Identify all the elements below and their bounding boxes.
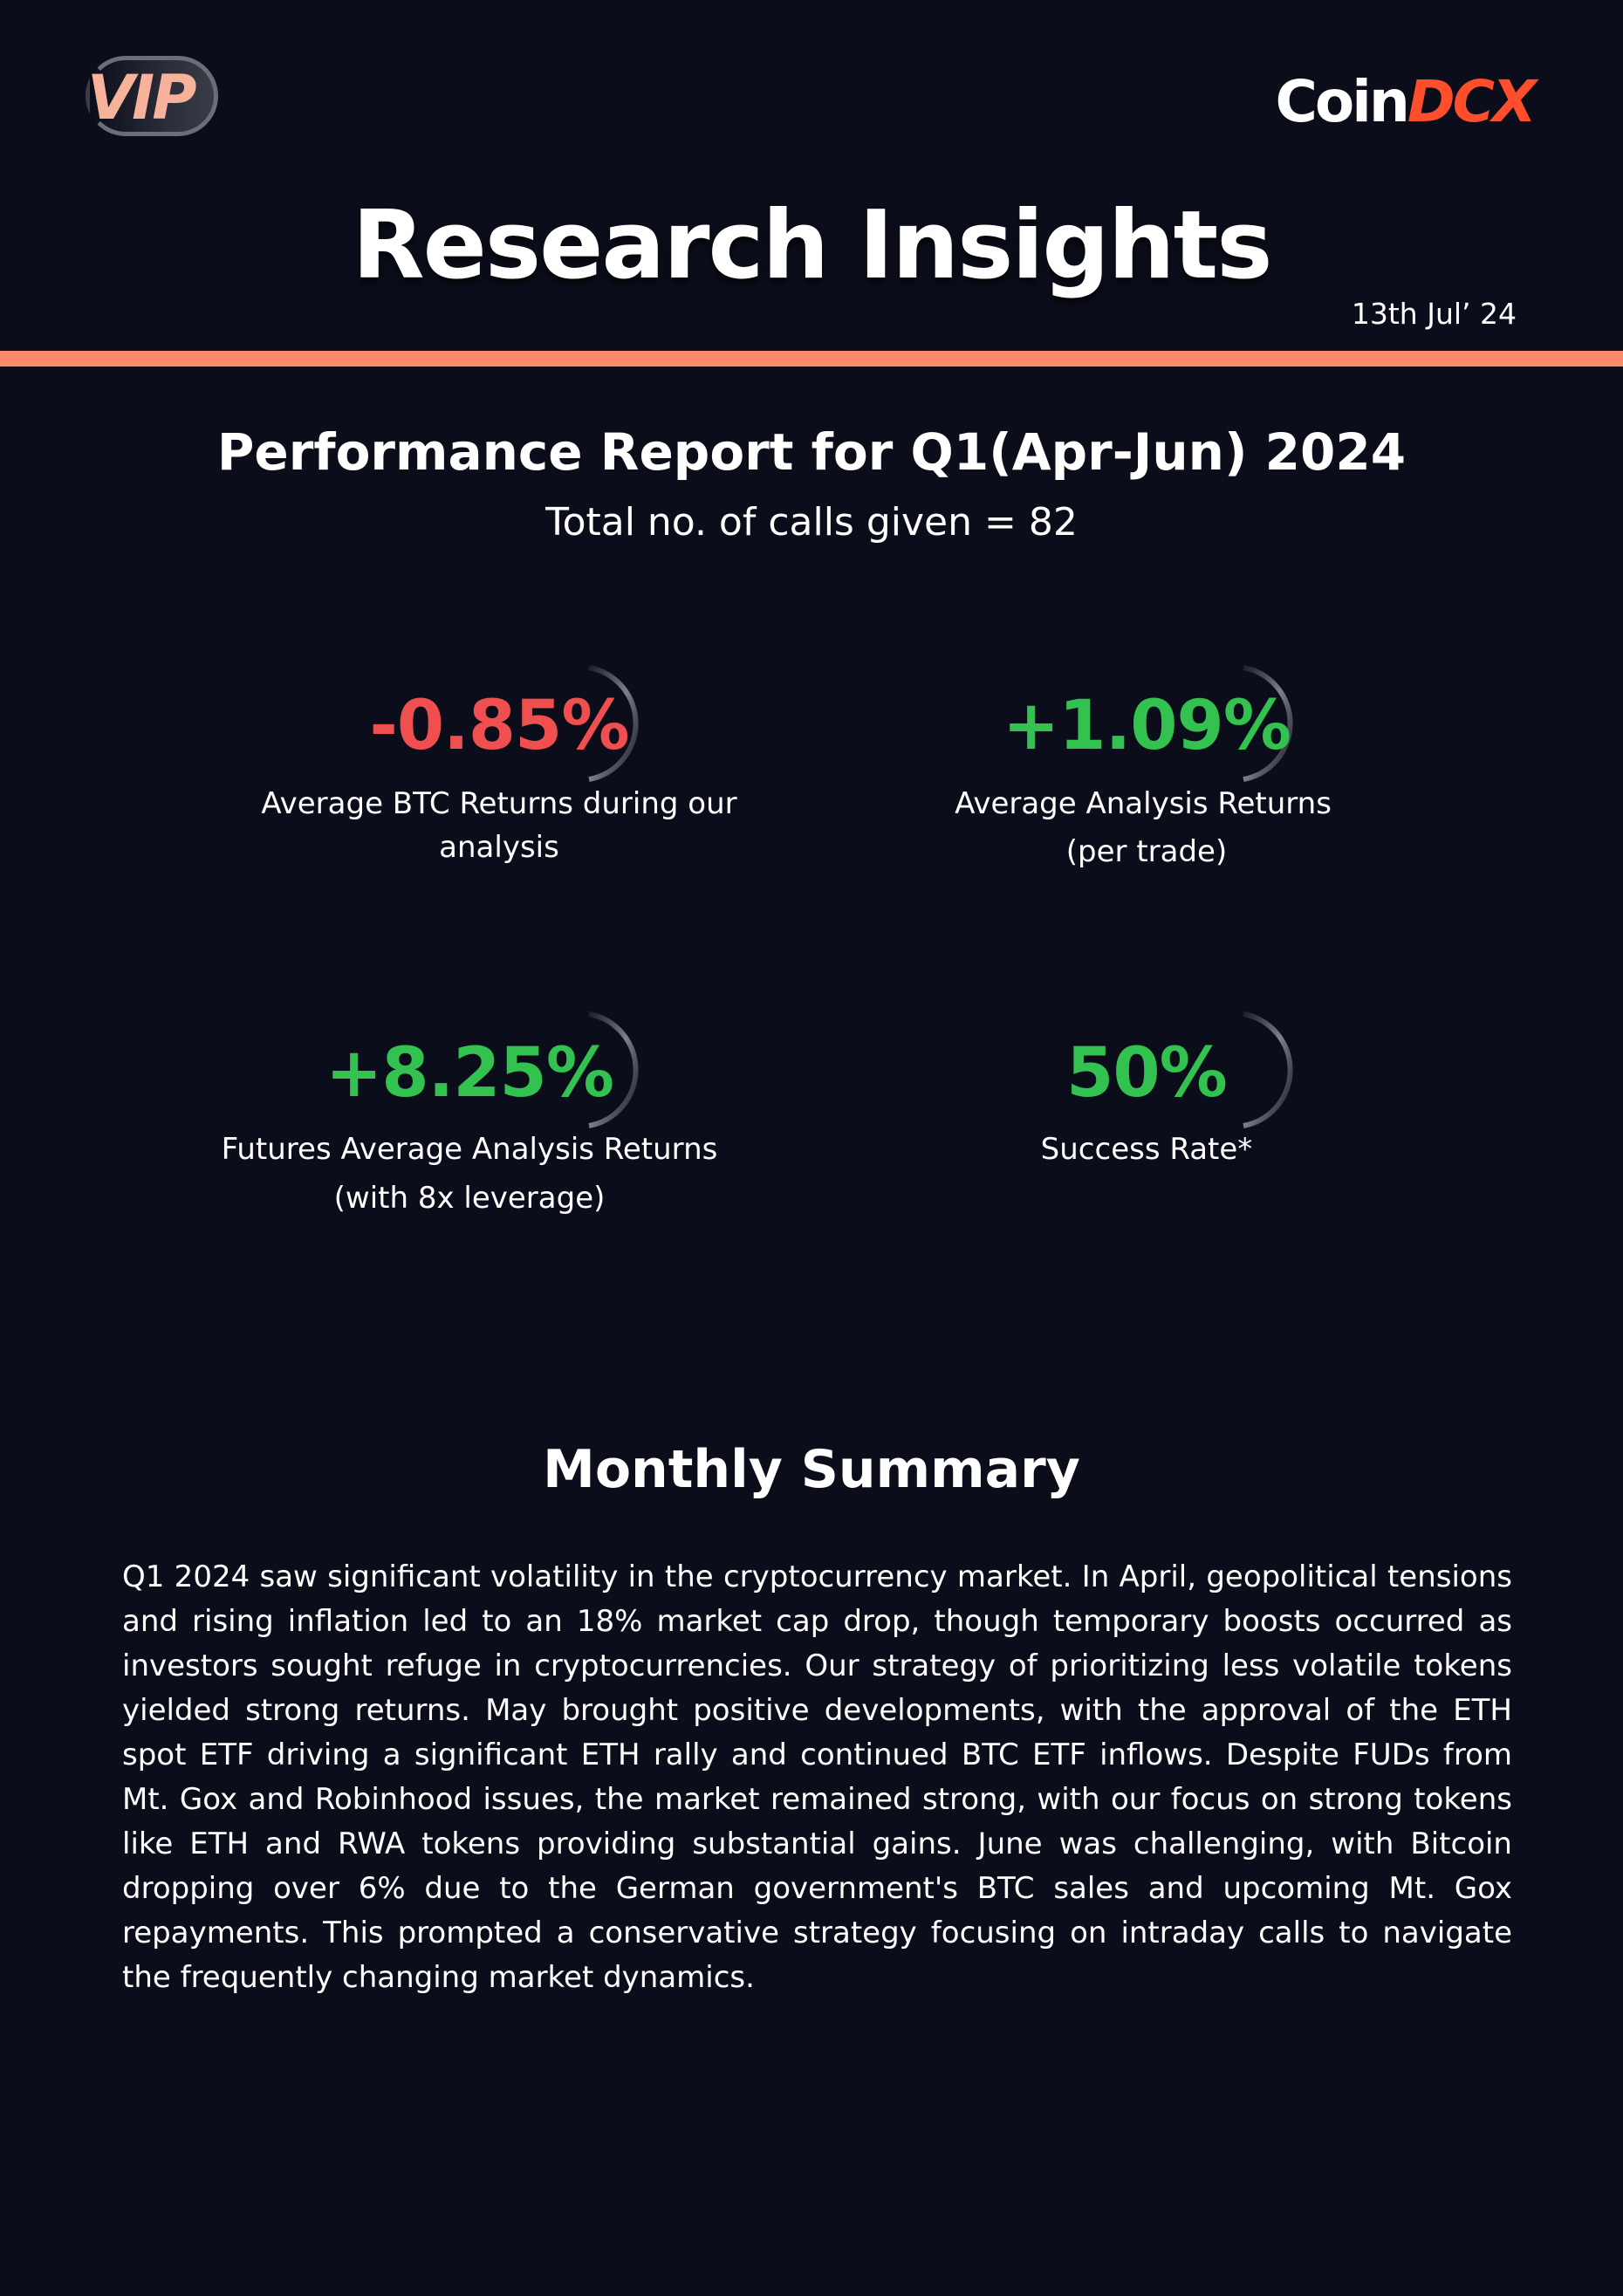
- arc-decoration-icon: [588, 665, 639, 782]
- stat-label-futures-returns-line1: Futures Average Analysis Returns: [221, 1132, 718, 1167]
- report-date: 13th Jul’ 24: [1351, 297, 1517, 331]
- report-title: Performance Report for Q1(Apr-Jun) 2024: [216, 422, 1407, 482]
- coindcx-logo: CoinDCX: [1275, 63, 1537, 141]
- arc-decoration-icon: [1243, 1011, 1293, 1128]
- stat-value-analysis-returns: +1.09%: [1003, 687, 1291, 765]
- vip-badge-label: VIP: [87, 62, 197, 134]
- stat-label-analysis-returns-line1: Average Analysis Returns: [955, 786, 1332, 821]
- calls-total: Total no. of calls given = 82: [545, 500, 1078, 545]
- header-divider: [0, 351, 1623, 367]
- stat-label-btc-returns-line2: analysis: [439, 830, 559, 865]
- arc-decoration-icon: [1243, 665, 1293, 782]
- stat-value-btc-returns: -0.85%: [369, 687, 630, 765]
- stat-value-success-rate: 50%: [1066, 1034, 1228, 1113]
- stat-label-analysis-returns-line2: (per trade): [1065, 834, 1228, 869]
- stat-value-futures-returns: +8.25%: [325, 1034, 614, 1113]
- stat-label-success-rate: Success Rate*: [1040, 1132, 1253, 1167]
- page-title: Research Insights: [352, 191, 1272, 300]
- summary-body: Q1 2024 saw significant volatility in th…: [122, 1559, 1512, 1995]
- logo-text-coin: Coin: [1275, 68, 1410, 135]
- vip-badge-frame: [86, 56, 218, 136]
- stat-label-btc-returns-line1: Average BTC Returns during our: [261, 786, 737, 821]
- stat-label-futures-returns-line2: (with 8x leverage): [333, 1181, 606, 1216]
- logo-text-dcx: DCX: [1407, 68, 1537, 135]
- summary-title: Monthly Summary: [543, 1439, 1080, 1500]
- arc-decoration-icon: [588, 1011, 639, 1128]
